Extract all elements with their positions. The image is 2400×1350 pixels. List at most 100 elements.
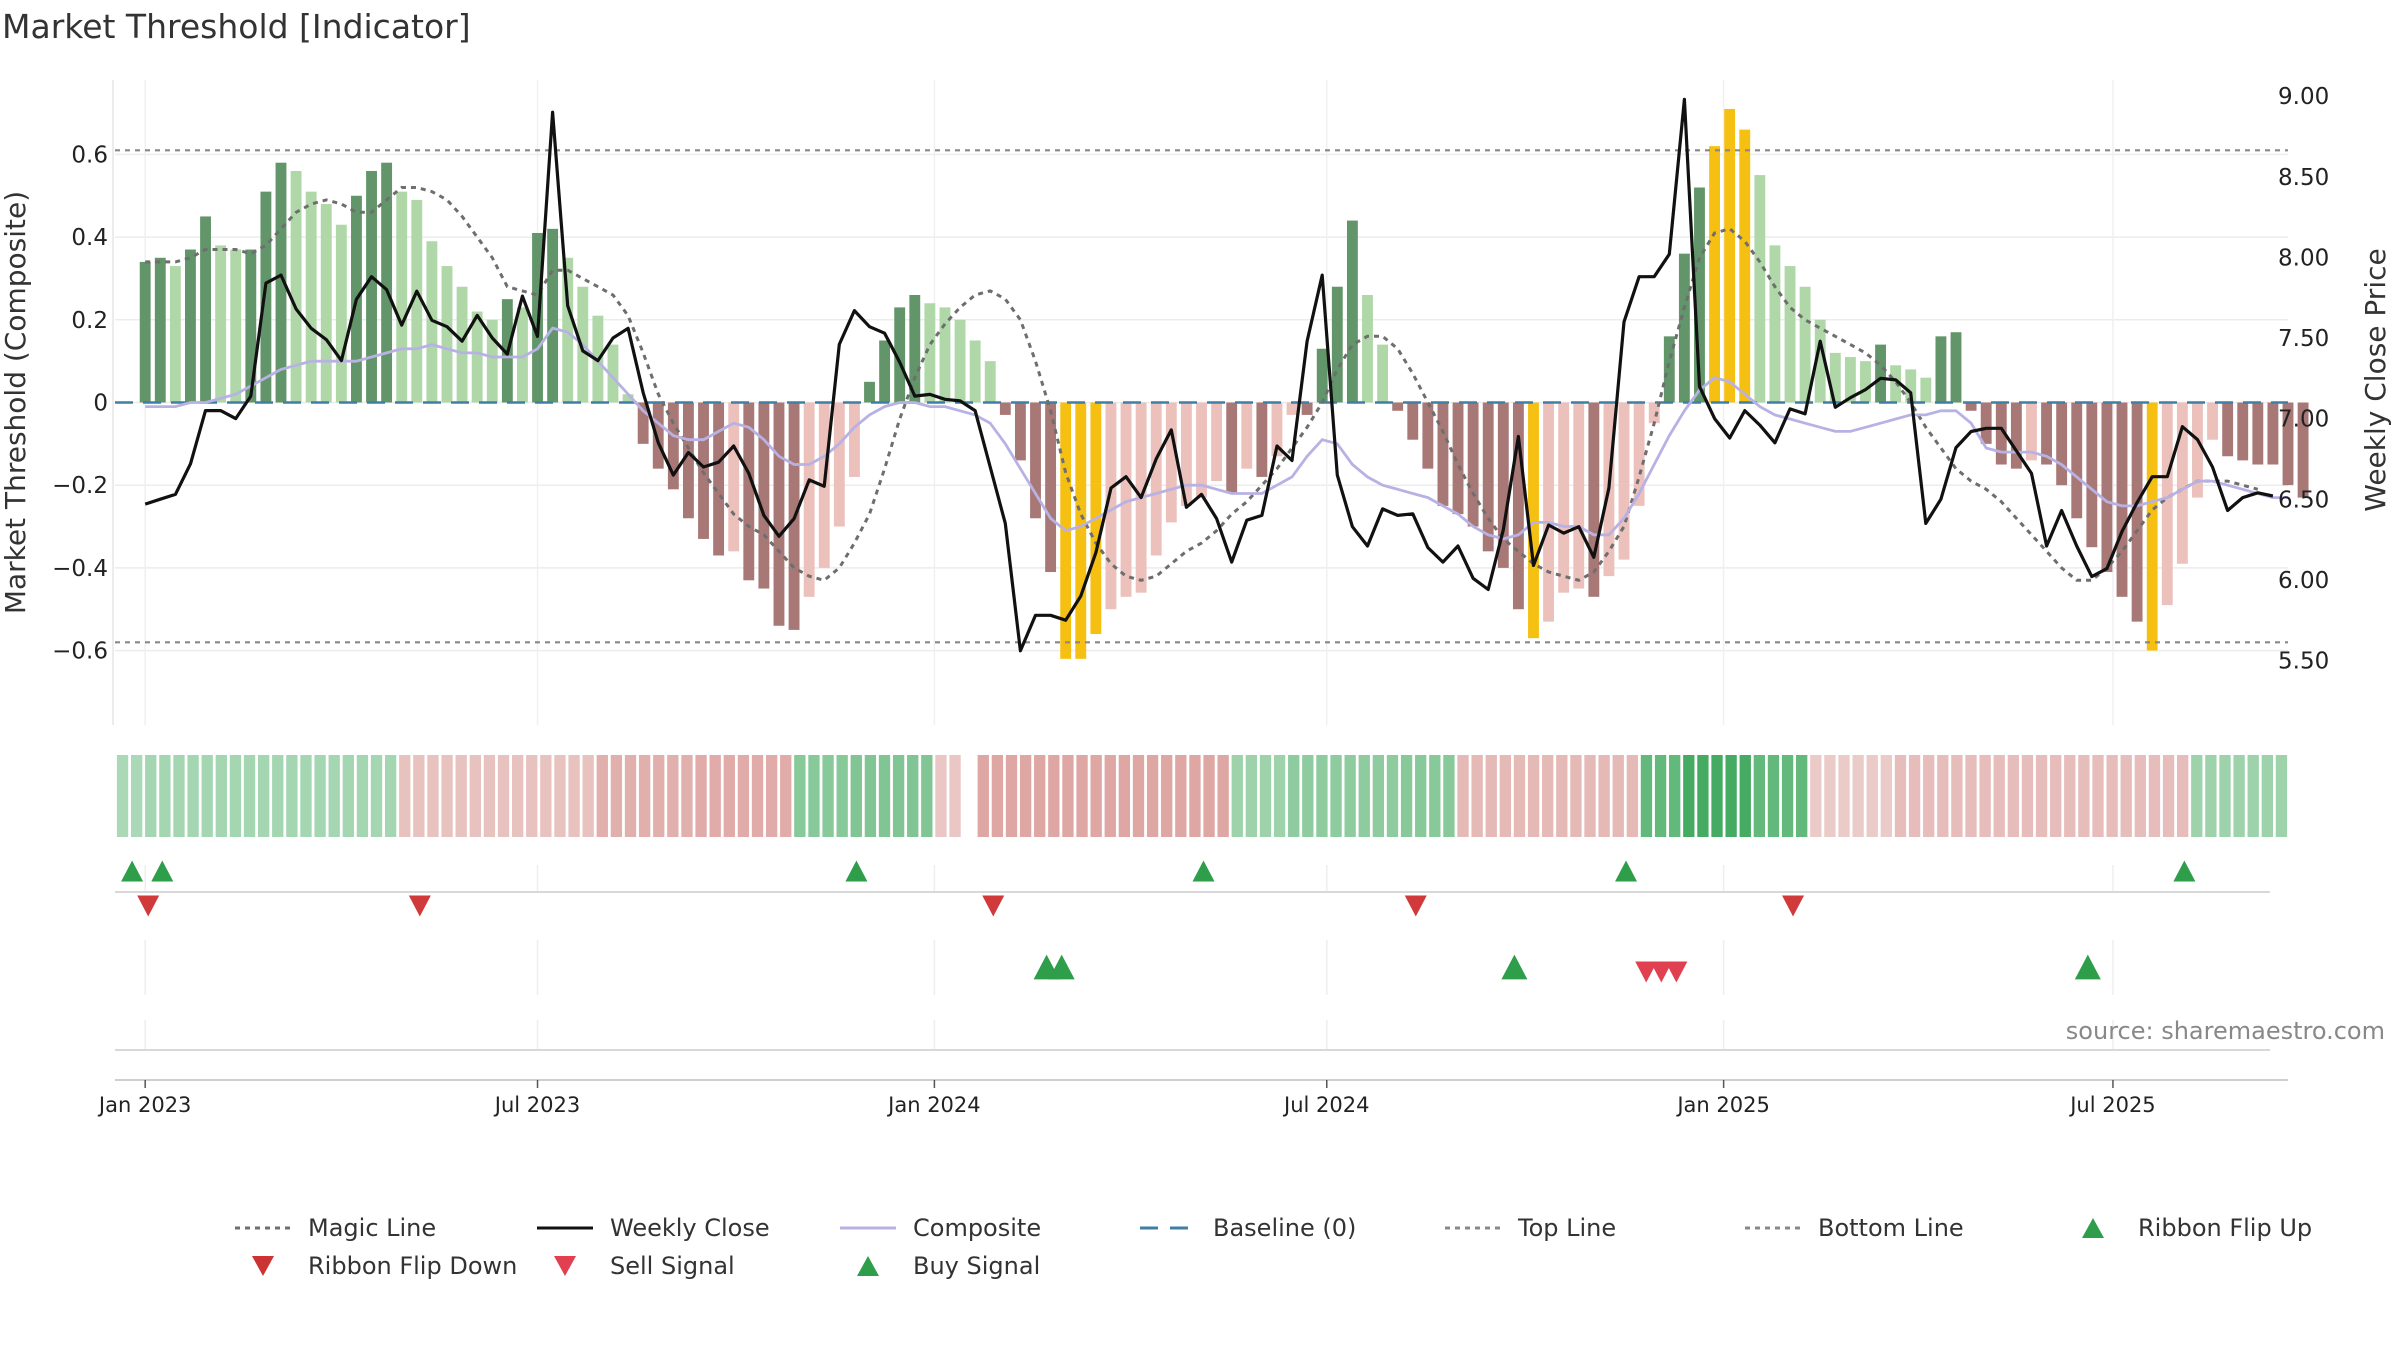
composite-bar bbox=[320, 204, 332, 403]
ribbon-cell bbox=[1344, 755, 1356, 837]
ribbon-cell bbox=[723, 755, 735, 837]
composite-bar bbox=[1045, 402, 1057, 573]
composite-bar bbox=[2041, 402, 2052, 465]
legend-swatch bbox=[857, 1256, 879, 1276]
y-axis-label: Market Threshold (Composite) bbox=[0, 191, 32, 614]
composite-bar bbox=[1180, 402, 1192, 506]
composite-bar bbox=[1482, 402, 1494, 552]
composite-bar bbox=[1905, 369, 1917, 403]
composite-bar bbox=[366, 170, 377, 403]
ribbon-cell bbox=[2148, 755, 2161, 837]
composite-bar bbox=[637, 402, 649, 444]
ribbon-cell bbox=[1132, 755, 1145, 837]
threshold-lines bbox=[115, 149, 2288, 644]
ribbon-cell bbox=[596, 755, 608, 837]
composite-bar bbox=[1301, 402, 1313, 415]
ribbon-cell bbox=[413, 755, 425, 837]
legend-label: Ribbon Flip Down bbox=[308, 1252, 517, 1280]
composite-bar bbox=[1241, 402, 1253, 469]
composite-bar bbox=[1965, 402, 1977, 411]
composite-bar bbox=[894, 307, 906, 403]
composite-bar bbox=[1346, 220, 1358, 403]
composite-bar bbox=[200, 216, 211, 403]
composite-bar bbox=[2101, 402, 2113, 573]
composite-bar bbox=[607, 344, 619, 403]
composite-bar bbox=[1875, 344, 1886, 403]
ribbon-cell bbox=[751, 755, 764, 837]
ribbon-flip-down-marker bbox=[1404, 895, 1427, 917]
ribbon-cell bbox=[2064, 755, 2076, 837]
ribbon-cell bbox=[159, 755, 171, 837]
composite-bar bbox=[773, 402, 785, 626]
ribbon-cell bbox=[1993, 755, 2005, 837]
composite-bar bbox=[1286, 402, 1298, 415]
legend-swatch bbox=[2082, 1218, 2104, 1238]
ribbon-cell bbox=[822, 755, 834, 837]
ribbon-cell bbox=[1161, 755, 1173, 837]
ribbon-cell bbox=[2106, 755, 2118, 837]
composite-bar bbox=[305, 191, 317, 403]
composite-bar bbox=[1980, 402, 1992, 444]
composite-bar bbox=[1422, 402, 1434, 469]
ribbon-cell bbox=[314, 755, 326, 837]
composite-bar bbox=[396, 191, 408, 403]
ribbon-cell bbox=[1005, 755, 1018, 837]
composite-bar bbox=[290, 170, 302, 403]
composite-bar bbox=[275, 162, 287, 403]
x-tick-label: Jan 2024 bbox=[886, 1093, 981, 1117]
ribbon-flip-down-marker bbox=[137, 895, 160, 917]
ribbon-cell bbox=[1443, 755, 1455, 837]
ribbon-cell bbox=[1527, 755, 1540, 837]
composite-bar bbox=[1935, 336, 1947, 403]
composite-bar bbox=[2222, 402, 2234, 457]
ribbon-cell bbox=[1612, 755, 1624, 837]
ribbon-cell bbox=[427, 755, 439, 837]
composite-bar bbox=[924, 303, 936, 403]
ribbon-cell bbox=[1923, 755, 1935, 837]
legend-item: Ribbon Flip Up bbox=[2082, 1214, 2312, 1242]
magic-line bbox=[145, 186, 2259, 582]
ribbon-cell bbox=[949, 755, 961, 837]
x-tick-label: Jul 2023 bbox=[493, 1093, 580, 1117]
y2-tick-label: 7.50 bbox=[2278, 326, 2329, 352]
composite-bar bbox=[1467, 402, 1479, 527]
composite-bar bbox=[139, 261, 151, 403]
ribbon-cell bbox=[991, 755, 1004, 837]
ribbon-cell bbox=[1739, 755, 1751, 837]
ribbon-cell bbox=[356, 755, 369, 837]
ribbon-cell bbox=[1189, 755, 1201, 837]
composite-bar bbox=[335, 224, 347, 403]
ribbon-cell bbox=[2261, 755, 2273, 837]
ribbon-cell bbox=[469, 755, 481, 837]
weekly-close-line bbox=[144, 97, 2274, 653]
ribbon-cell bbox=[2162, 755, 2175, 837]
ribbon-cell bbox=[624, 755, 637, 837]
composite-bar bbox=[2207, 402, 2218, 440]
legend-item: Sell Signal bbox=[554, 1252, 735, 1280]
composite-bars bbox=[139, 108, 2309, 659]
series-lines bbox=[144, 97, 2288, 653]
composite-bar bbox=[864, 381, 875, 403]
composite-bar bbox=[2116, 402, 2128, 597]
composite-bar bbox=[1256, 402, 1268, 477]
y2-tick-label: 6.00 bbox=[2278, 568, 2329, 594]
x-tick-label: Jan 2023 bbox=[97, 1093, 192, 1117]
ribbon-cell bbox=[638, 755, 651, 837]
legend-item: Bottom Line bbox=[1745, 1214, 1964, 1242]
composite-bar bbox=[471, 311, 483, 403]
y-tick-label: 0 bbox=[93, 391, 108, 417]
ribbon-cell bbox=[653, 755, 665, 837]
ribbon-cell bbox=[2007, 755, 2019, 837]
composite-bar bbox=[215, 245, 227, 403]
ribbon-cell bbox=[878, 755, 891, 837]
composite-bar bbox=[1075, 402, 1087, 659]
composite-bar bbox=[441, 266, 453, 403]
ribbon-cell bbox=[1429, 755, 1441, 837]
composite-bar bbox=[2146, 402, 2158, 651]
composite-bar bbox=[456, 286, 468, 403]
ribbon-cell bbox=[1273, 755, 1286, 837]
composite-bar bbox=[245, 249, 257, 403]
ribbon-cell bbox=[1231, 755, 1243, 837]
ribbon-cell bbox=[1386, 755, 1399, 837]
ribbon-cell bbox=[1979, 755, 1991, 837]
